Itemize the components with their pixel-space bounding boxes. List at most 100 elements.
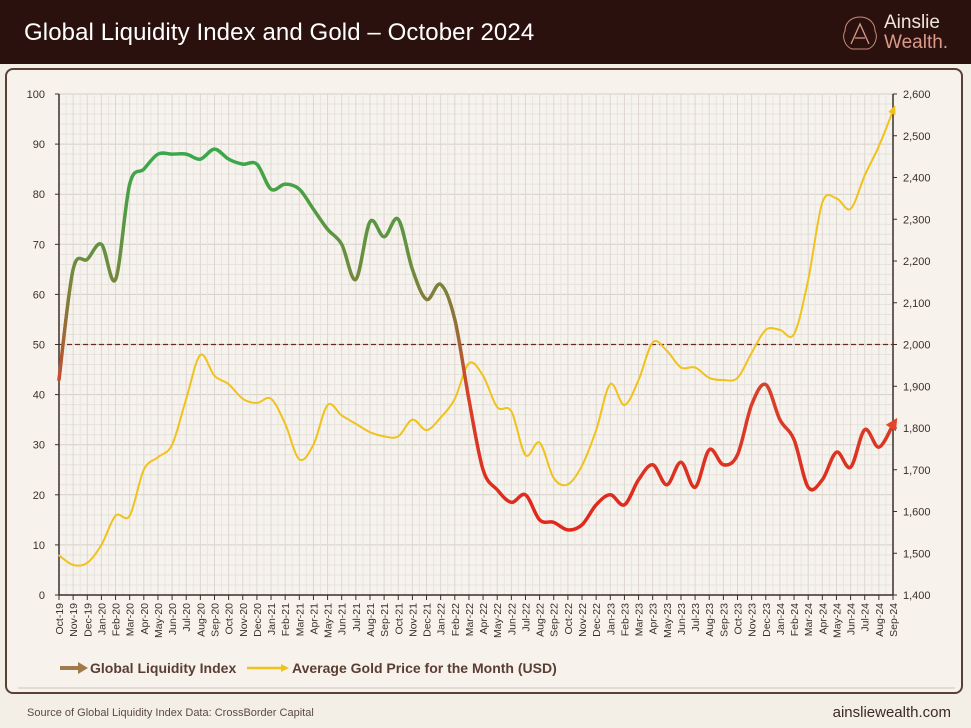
gold-point — [878, 145, 880, 147]
x-tick-label: Jan-23 — [605, 603, 617, 635]
x-tick-label: Apr-21 — [308, 603, 320, 635]
y-right-tick-label: 2,200 — [903, 256, 931, 268]
y-left-tick-label: 40 — [33, 390, 45, 402]
x-tick-label: Jul-24 — [860, 603, 872, 632]
x-tick-label: Apr-23 — [648, 603, 660, 635]
gold-point — [552, 477, 555, 479]
x-tick-label: Sep-21 — [379, 603, 391, 637]
gold-point — [581, 464, 583, 467]
gold-point — [863, 174, 866, 177]
x-tick-label: May-20 — [153, 603, 165, 638]
x-tick-label: Aug-22 — [535, 603, 547, 637]
legend-item-gli: Global Liquidity Index — [60, 660, 236, 676]
gold-point — [510, 410, 513, 413]
gold-point — [326, 404, 329, 406]
gold-point — [821, 201, 824, 204]
x-tick-label: Sep-22 — [549, 603, 561, 637]
x-tick-label: Jul-20 — [181, 603, 193, 632]
website-link[interactable]: ainsliewealth.com — [832, 704, 951, 721]
x-tick-label: Sep-23 — [718, 603, 730, 637]
gold-point — [199, 354, 202, 356]
gold-point — [750, 352, 753, 354]
gold-point — [764, 329, 767, 331]
series — [57, 105, 898, 567]
y-right-tick-label: 2,500 — [903, 131, 931, 143]
gold-point — [793, 333, 795, 335]
y-left-tick-label: 0 — [39, 590, 45, 602]
gold-point — [411, 418, 414, 421]
x-tick-label: Nov-20 — [238, 603, 250, 637]
gold-point — [524, 454, 527, 456]
x-tick-label: Nov-22 — [577, 603, 589, 637]
y-right-tick-label: 2,600 — [903, 89, 931, 101]
x-tick-label: Aug-20 — [195, 603, 207, 637]
gold-point — [807, 278, 809, 281]
logo-a-icon — [843, 16, 877, 50]
gold-point — [213, 375, 216, 377]
gold-point — [651, 341, 654, 344]
x-tick-label: Nov-19 — [68, 603, 80, 637]
y-right-tick-label: 1,800 — [903, 423, 931, 435]
header-bar: Global Liquidity Index and Gold – Octobe… — [0, 0, 971, 64]
x-tick-label: Feb-20 — [111, 603, 123, 636]
y-right-tick-label: 1,600 — [903, 507, 931, 519]
y-right-tick-label: 2,300 — [903, 214, 931, 226]
x-tick-label: Jan-20 — [96, 603, 108, 635]
x-tick-label: Jun-21 — [337, 603, 349, 635]
gold-point — [143, 468, 145, 471]
gold-point — [397, 435, 400, 438]
gold-point — [892, 109, 894, 112]
gold-price-line — [58, 110, 894, 567]
legend-gli-label: Global Liquidity Index — [90, 660, 236, 676]
x-tick-label: Nov-23 — [747, 603, 759, 637]
x-tick-label: Dec-19 — [82, 603, 94, 637]
x-tick-label: Jan-24 — [775, 603, 787, 635]
gold-point — [114, 514, 117, 517]
legend: Global Liquidity Index Average Gold Pric… — [18, 660, 955, 689]
x-tick-label: Dec-21 — [422, 603, 434, 637]
gold-point — [355, 423, 357, 425]
gold-point — [171, 443, 173, 446]
y-right-tick-label: 2,100 — [903, 298, 931, 310]
x-tick-label: Jul-23 — [690, 603, 702, 632]
x-tick-label: Feb-21 — [280, 603, 292, 636]
gold-point — [270, 397, 272, 400]
gli-arrowhead-icon — [885, 417, 898, 432]
x-tick-label: May-22 — [492, 603, 504, 638]
source-note: Source of Global Liquidity Index Data: C… — [27, 707, 314, 719]
y-left-tick-label: 50 — [33, 340, 45, 352]
axes: 0 10 20 30 40 50 60 70 80 90 100 1,400 1,500 1,600 1,7… — [27, 89, 931, 638]
gold-point — [383, 435, 385, 438]
legend-item-gold: Average Gold Price for the Month (USD) — [247, 660, 557, 676]
x-tick-label: Dec-20 — [252, 603, 264, 637]
y-right-tick-label: 1,700 — [903, 465, 931, 477]
gold-point — [623, 404, 626, 406]
gold-point — [100, 544, 103, 546]
x-tick-label: Feb-24 — [789, 603, 801, 636]
x-tick-label: Dec-23 — [761, 603, 773, 637]
page-title: Global Liquidity Index and Gold – Octobe… — [24, 19, 535, 46]
x-tick-label: Apr-22 — [478, 603, 490, 635]
gold-point — [567, 483, 569, 486]
gold-point — [256, 402, 258, 404]
x-tick-label: Oct-21 — [393, 603, 405, 635]
gli-line — [57, 147, 895, 532]
x-tick-label: Jan-22 — [436, 603, 448, 635]
x-tick-label: Apr-24 — [817, 603, 829, 635]
y-left-tick-label: 20 — [33, 490, 45, 502]
x-tick-label: Jun-20 — [167, 603, 179, 635]
gold-point — [86, 562, 89, 564]
x-tick-label: Aug-24 — [874, 603, 886, 637]
gold-point — [637, 379, 640, 381]
gold-arrowhead-icon — [888, 105, 896, 115]
x-tick-label: Jun-22 — [506, 603, 518, 635]
gold-point — [312, 443, 315, 446]
y-left-tick-label: 10 — [33, 540, 45, 552]
gold-point — [227, 383, 230, 385]
x-tick-label: Feb-22 — [450, 603, 462, 636]
gold-point — [680, 366, 682, 369]
y-right-tick-label: 2,400 — [903, 173, 931, 185]
gold-point — [666, 349, 668, 352]
gold-point — [708, 377, 711, 379]
x-tick-label: Nov-21 — [407, 603, 419, 637]
